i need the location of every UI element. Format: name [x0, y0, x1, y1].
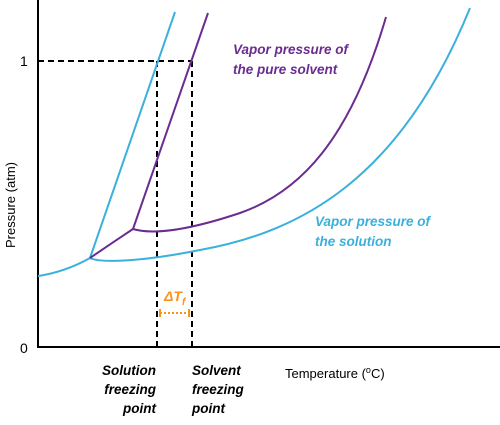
pure-solvent-label: Vapor pressure of the pure solvent: [233, 42, 350, 77]
pure-solvent-label-line2: the pure solvent: [233, 62, 338, 77]
solution-sublimation-curve: [37, 257, 91, 277]
delta-tf-label: ΔTf: [163, 288, 187, 308]
y-axis-label: Pressure (atm): [3, 162, 18, 248]
reference-lines: [38, 60, 193, 347]
x-axis-label: Temperature (oC): [285, 365, 385, 381]
solution-fp-line2: freezing: [104, 382, 157, 397]
solution-label-line2: the solution: [315, 234, 392, 249]
pure-solvent-label-line1: Vapor pressure of: [233, 42, 350, 57]
solution-fusion-line: [89, 11, 176, 259]
delta-tf-indicator: ΔTf: [159, 288, 190, 317]
solution-curves: [37, 7, 471, 277]
solvent-fp-line3: point: [191, 401, 225, 416]
pure-solvent-fusion-line: [132, 12, 209, 230]
solvent-fp-line2: freezing: [192, 382, 245, 397]
solution-label-line1: Vapor pressure of: [315, 214, 432, 229]
solution-vapor-pressure-curve: [89, 7, 471, 262]
solution-fp-line3: point: [122, 401, 156, 416]
pure-solvent-curves: [89, 12, 387, 259]
y-tick-1: 1: [20, 53, 28, 69]
solvent-fp-line1: Solvent: [192, 363, 241, 378]
solution-freezing-point-label: Solution freezing point: [102, 363, 157, 416]
pure-solvent-vapor-pressure-curve: [132, 16, 387, 233]
solution-fp-line1: Solution: [102, 363, 156, 378]
y-tick-0: 0: [20, 340, 28, 356]
solvent-freezing-point-label: Solvent freezing point: [191, 363, 245, 416]
solution-label: Vapor pressure of the solution: [315, 214, 432, 249]
pure-solvent-sublimation-curve: [89, 228, 134, 259]
